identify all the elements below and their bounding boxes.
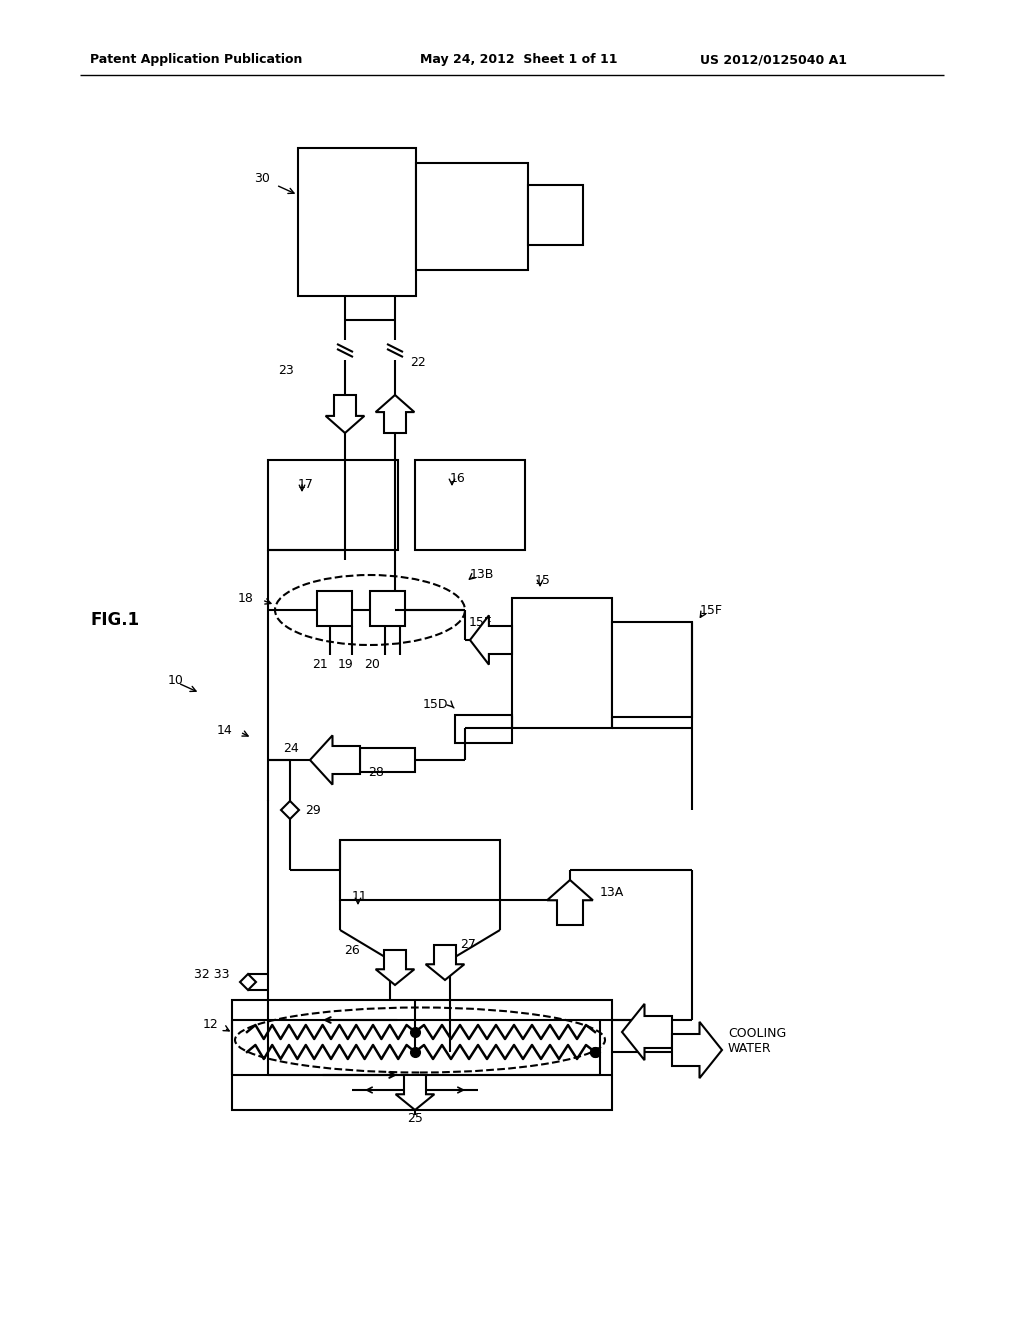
Text: 11: 11: [352, 891, 368, 903]
Text: 32 33: 32 33: [195, 969, 230, 982]
Text: 27: 27: [460, 939, 476, 952]
Text: 21: 21: [312, 659, 328, 672]
Polygon shape: [240, 974, 256, 990]
Text: 15E: 15E: [468, 615, 492, 628]
Text: 12: 12: [203, 1019, 218, 1031]
Text: 14: 14: [216, 723, 232, 737]
Text: 13A: 13A: [600, 887, 625, 899]
Polygon shape: [326, 395, 365, 433]
Bar: [340, 840, 500, 900]
Polygon shape: [310, 735, 360, 784]
Polygon shape: [376, 395, 415, 433]
Bar: [370, 591, 406, 626]
Bar: [612, 622, 692, 717]
Text: COOLING
WATER: COOLING WATER: [728, 1027, 786, 1055]
Text: 23: 23: [279, 363, 294, 376]
Bar: [528, 185, 583, 246]
Text: 10: 10: [168, 673, 184, 686]
Text: 22: 22: [410, 356, 426, 370]
Text: May 24, 2012  Sheet 1 of 11: May 24, 2012 Sheet 1 of 11: [420, 54, 617, 66]
Text: 20: 20: [365, 659, 380, 672]
Text: FIG.1: FIG.1: [90, 611, 139, 630]
Polygon shape: [470, 615, 512, 665]
Bar: [232, 1001, 612, 1110]
Bar: [416, 162, 528, 271]
Text: 15D: 15D: [423, 697, 449, 710]
Text: 17: 17: [298, 479, 314, 491]
Text: 24: 24: [283, 742, 299, 755]
Text: 28: 28: [368, 766, 384, 779]
Text: 15F: 15F: [700, 603, 723, 616]
Text: Patent Application Publication: Patent Application Publication: [90, 54, 302, 66]
Bar: [415, 459, 525, 550]
Text: 13B: 13B: [470, 569, 495, 582]
Polygon shape: [672, 1022, 722, 1078]
Bar: [360, 748, 415, 772]
Text: US 2012/0125040 A1: US 2012/0125040 A1: [700, 54, 847, 66]
Text: 30: 30: [254, 172, 270, 185]
Bar: [455, 715, 512, 743]
Bar: [268, 459, 398, 550]
Text: 26: 26: [344, 944, 360, 957]
Polygon shape: [426, 945, 464, 979]
Text: 15: 15: [535, 573, 551, 586]
Text: 19: 19: [338, 659, 354, 672]
Text: 16: 16: [450, 471, 466, 484]
Polygon shape: [622, 1003, 672, 1060]
Text: 18: 18: [239, 591, 254, 605]
Bar: [512, 598, 612, 729]
Polygon shape: [395, 1074, 434, 1110]
Text: 25: 25: [408, 1111, 423, 1125]
Bar: [317, 591, 352, 626]
Polygon shape: [281, 801, 299, 818]
Bar: [298, 148, 416, 296]
Polygon shape: [376, 950, 415, 985]
Text: 29: 29: [305, 804, 321, 817]
Polygon shape: [547, 880, 593, 925]
